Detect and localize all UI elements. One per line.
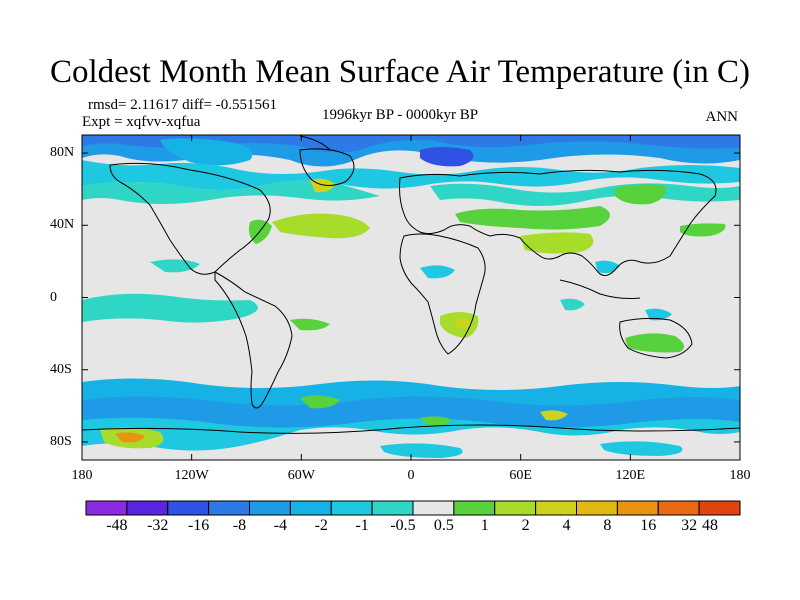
southern-anomaly-field <box>82 378 740 460</box>
lon-tick-label: 120W <box>174 468 209 483</box>
colorbar-swatch <box>208 500 250 516</box>
colorbar-label: -1 <box>355 517 369 534</box>
colorbar-swatch <box>657 500 700 516</box>
lon-tick-label: 60E <box>509 468 532 483</box>
colorbar-swatch <box>167 500 210 516</box>
colorbar-label: -32 <box>147 517 169 534</box>
colorbar-swatch <box>698 500 741 516</box>
colorbar-swatch <box>616 500 659 516</box>
tropical-anomaly-field <box>82 259 684 353</box>
colorbar-label: 32 <box>681 517 698 534</box>
season-text: ANN <box>705 109 739 125</box>
colorbar-swatch <box>453 500 496 516</box>
colorbar-label: -48 <box>106 517 128 534</box>
colorbar-swatch <box>412 500 455 516</box>
colorbar-label: -2 <box>314 517 328 534</box>
coastlines <box>82 135 740 434</box>
colorbar-label: -4 <box>273 517 288 534</box>
lat-tick-label: 40N <box>50 217 75 233</box>
colorbar-label: -16 <box>187 517 210 534</box>
colorbar-swatch <box>249 500 291 516</box>
colorbar-label: 16 <box>640 517 657 534</box>
colorbar-swatch <box>494 500 537 516</box>
period-text: 1996kyr BP - 0000kyr BP <box>321 107 479 123</box>
colorbar-label: 4 <box>562 517 571 534</box>
colorbar-swatch <box>126 500 169 516</box>
colorbar-swatch <box>535 500 577 516</box>
colorbar-label: 1 <box>480 517 489 534</box>
colorbar-swatch <box>371 500 414 516</box>
colorbar-label: 8 <box>603 517 612 534</box>
map-title: Coldest Month Mean Surface Air Temperatu… <box>50 54 750 90</box>
colorbar-swatch <box>330 500 373 516</box>
colorbar-swatch <box>289 500 332 516</box>
lat-tick-label: 40S <box>50 361 72 377</box>
lon-tick-label: 180 <box>729 468 751 483</box>
colorbar-label: 48 <box>702 517 718 534</box>
experiment-text: Expt = xqfvv-xqfua <box>82 114 201 130</box>
lon-tick-label: 120E <box>615 468 646 483</box>
stats-text: rmsd= 2.11617 diff= -0.551561 <box>88 97 277 113</box>
colorbar-label: -0.5 <box>390 517 416 534</box>
colorbar-label: 2 <box>521 517 530 534</box>
lat-tick-label: 80N <box>50 145 75 161</box>
lon-tick-label: 60W <box>287 468 315 483</box>
colorbar-swatch <box>576 500 618 516</box>
axis-tick-marks <box>81 135 741 460</box>
lat-tick-label: 80S <box>50 433 72 449</box>
lon-tick-label: 0 <box>407 468 415 483</box>
lon-tick-label: 180 <box>71 468 93 483</box>
colorbar-label: -8 <box>232 517 247 534</box>
lat-tick-label: 0 <box>50 289 57 305</box>
colorbar-label: 0.5 <box>433 517 454 534</box>
colorbar-swatch <box>85 500 128 516</box>
